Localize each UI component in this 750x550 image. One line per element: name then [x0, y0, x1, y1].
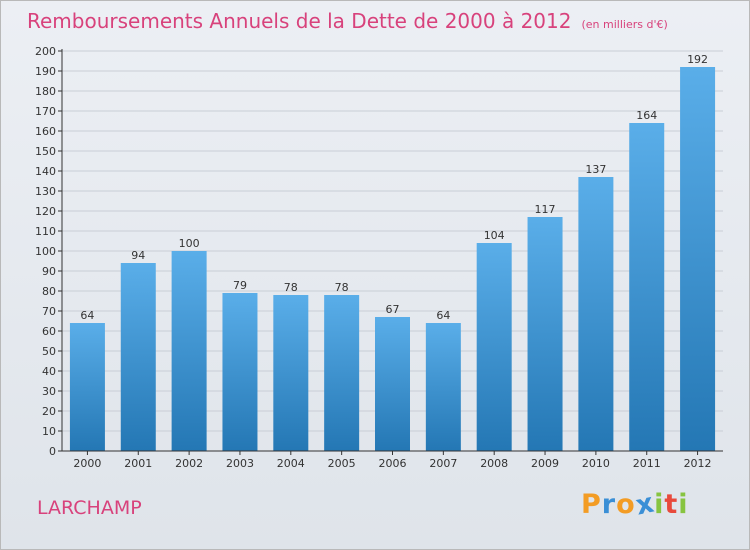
x-tick-label: 2008 [480, 457, 508, 470]
x-tick-label: 2007 [429, 457, 457, 470]
data-label: 100 [179, 237, 200, 250]
data-label: 79 [233, 279, 247, 292]
y-tick-label: 200 [35, 45, 56, 58]
y-tick-label: 50 [42, 345, 56, 358]
bar [578, 177, 614, 451]
logo-letter: i [678, 489, 689, 520]
logo-letter: i [654, 489, 665, 520]
data-label: 117 [535, 203, 556, 216]
y-tick-label: 20 [42, 405, 56, 418]
y-tick-label: 160 [35, 125, 56, 138]
bar [222, 293, 258, 451]
y-tick-label: 30 [42, 385, 56, 398]
y-tick-label: 100 [35, 245, 56, 258]
x-tick-label: 2000 [73, 457, 101, 470]
y-tick-label: 190 [35, 65, 56, 78]
bar [120, 263, 156, 451]
chart-subtitle: (en milliers d'€) [581, 18, 668, 31]
bar [273, 295, 309, 451]
data-label: 192 [687, 53, 708, 66]
x-tick-label: 2005 [328, 457, 356, 470]
y-tick-label: 110 [35, 225, 56, 238]
x-tick-label: 2002 [175, 457, 203, 470]
data-label: 137 [585, 163, 606, 176]
y-tick-label: 140 [35, 165, 56, 178]
y-tick-label: 130 [35, 185, 56, 198]
bar [375, 317, 410, 451]
proxiti-logo: Proxiti [581, 487, 689, 521]
y-tick-label: 80 [42, 285, 56, 298]
y-tick-label: 10 [42, 425, 56, 438]
data-label: 78 [335, 281, 349, 294]
x-tick-label: 2006 [379, 457, 407, 470]
y-tick-label: 120 [35, 205, 56, 218]
y-tick-label: 60 [42, 325, 56, 338]
y-tick-label: 180 [35, 85, 56, 98]
x-tick-label: 2011 [633, 457, 661, 470]
data-label: 94 [131, 249, 145, 262]
bar [171, 251, 207, 451]
data-label: 78 [284, 281, 298, 294]
bar [324, 295, 360, 451]
x-tick-label: 2003 [226, 457, 254, 470]
logo-letter: t [664, 489, 679, 520]
bar [69, 323, 105, 451]
y-tick-label: 150 [35, 145, 56, 158]
x-tick-label: 2004 [277, 457, 305, 470]
chart-title-text: Remboursements Annuels de la Dette de 20… [27, 9, 572, 33]
bar [680, 67, 716, 451]
x-tick-label: 2010 [582, 457, 610, 470]
data-label: 104 [484, 229, 505, 242]
x-tick-label: 2009 [531, 457, 559, 470]
chart-title: Remboursements Annuels de la Dette de 20… [27, 9, 668, 33]
bar [476, 243, 512, 451]
data-label: 64 [436, 309, 450, 322]
bar [629, 123, 665, 451]
logo-letter: P [581, 489, 602, 520]
y-tick-label: 70 [42, 305, 56, 318]
y-tick-label: 90 [42, 265, 56, 278]
bar [425, 323, 461, 451]
data-label: 164 [636, 109, 657, 122]
y-tick-label: 40 [42, 365, 56, 378]
logo-letter: r [601, 489, 617, 520]
y-tick-label: 170 [35, 105, 56, 118]
bar [527, 217, 563, 451]
data-label: 67 [386, 303, 400, 316]
data-label: 64 [80, 309, 94, 322]
y-tick-label: 0 [49, 445, 56, 458]
x-tick-label: 2012 [684, 457, 712, 470]
logo-letter: o [616, 489, 636, 520]
x-tick-label: 2001 [124, 457, 152, 470]
commune-name: LARCHAMP [37, 497, 142, 519]
